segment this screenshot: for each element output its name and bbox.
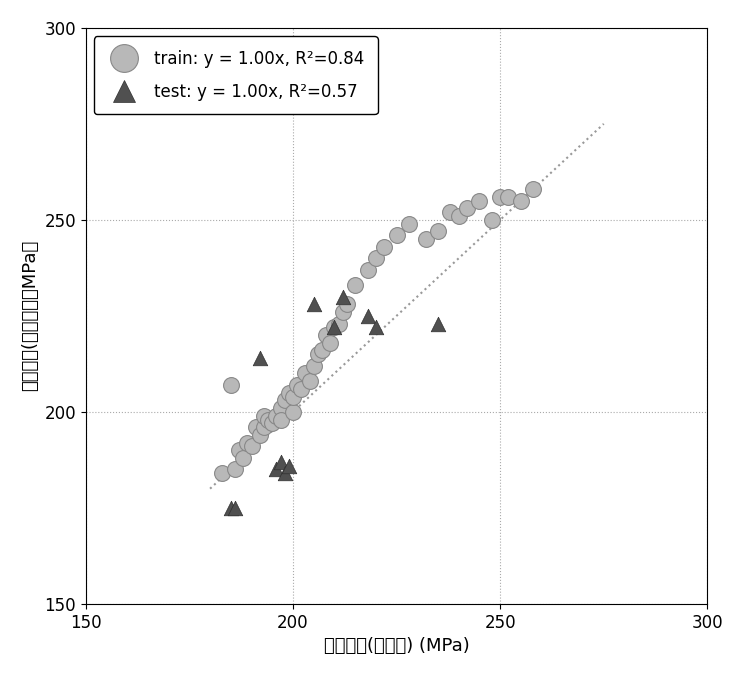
Point — [275, 456, 286, 467]
Point — [304, 376, 315, 387]
Point — [283, 387, 295, 398]
Point — [266, 418, 278, 429]
Point — [461, 203, 473, 214]
Point — [403, 218, 415, 229]
Point — [270, 410, 282, 421]
Point — [337, 291, 349, 302]
Point — [295, 383, 307, 394]
Point — [275, 414, 286, 425]
Point — [262, 414, 274, 425]
Point — [494, 191, 506, 202]
Point — [432, 226, 444, 237]
Point — [258, 422, 270, 433]
Point — [420, 234, 432, 245]
Point — [453, 211, 465, 222]
Point — [320, 330, 332, 341]
Point — [275, 403, 286, 414]
Point — [473, 195, 485, 206]
Point — [241, 437, 253, 448]
Point — [324, 337, 336, 348]
Point — [299, 368, 311, 379]
Point — [328, 322, 340, 333]
Point — [233, 445, 245, 456]
Point — [225, 380, 237, 391]
Point — [237, 452, 249, 463]
Point — [486, 214, 498, 225]
Point — [246, 441, 257, 452]
Point — [312, 349, 324, 360]
Point — [229, 502, 241, 513]
Point — [254, 429, 266, 440]
Point — [341, 299, 353, 310]
Point — [258, 410, 270, 421]
Point — [444, 207, 456, 218]
Point — [287, 391, 299, 402]
Point — [349, 280, 361, 291]
Point — [308, 360, 320, 371]
Point — [333, 318, 344, 329]
Point — [362, 310, 373, 321]
Point — [328, 322, 340, 333]
X-axis label: 最大応力(予測値) (MPa): 最大応力(予測値) (MPa) — [324, 637, 469, 655]
Point — [515, 195, 527, 206]
Point — [270, 464, 282, 475]
Point — [279, 468, 291, 479]
Point — [378, 241, 390, 252]
Point — [370, 322, 382, 333]
Point — [502, 191, 514, 202]
Point — [432, 318, 444, 329]
Point — [279, 395, 291, 406]
Point — [229, 464, 241, 475]
Legend: train: y = 1.00x, R²=0.84, test: y = 1.00x, R²=0.57: train: y = 1.00x, R²=0.84, test: y = 1.0… — [94, 37, 378, 114]
Point — [370, 253, 382, 264]
Point — [250, 422, 262, 433]
Point — [362, 264, 373, 275]
Point — [527, 184, 539, 195]
Point — [254, 353, 266, 364]
Point — [291, 380, 303, 391]
Point — [283, 460, 295, 471]
Point — [337, 307, 349, 318]
Y-axis label: 最大応力(実測値）（MPa）: 最大応力(実測値）（MPa） — [21, 240, 39, 391]
Point — [217, 468, 228, 479]
Point — [308, 299, 320, 310]
Point — [316, 345, 328, 356]
Point — [391, 230, 403, 241]
Point — [225, 502, 237, 513]
Point — [287, 406, 299, 417]
